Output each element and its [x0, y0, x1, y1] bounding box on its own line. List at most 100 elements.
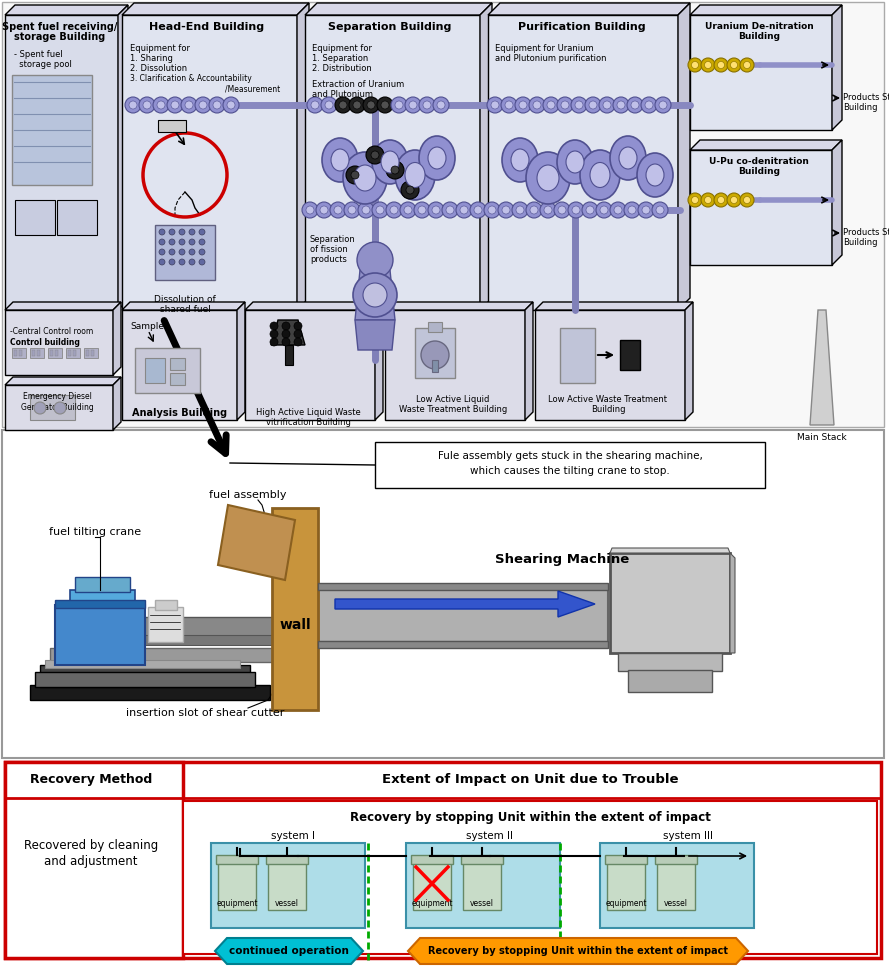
Circle shape	[351, 171, 359, 179]
Circle shape	[655, 97, 671, 113]
Circle shape	[474, 206, 482, 214]
Circle shape	[381, 101, 389, 109]
Circle shape	[143, 101, 151, 109]
Text: fuel tilting crane: fuel tilting crane	[49, 527, 141, 537]
Circle shape	[307, 97, 323, 113]
Circle shape	[171, 101, 179, 109]
Circle shape	[519, 101, 527, 109]
Circle shape	[575, 101, 583, 109]
Polygon shape	[832, 5, 842, 130]
Circle shape	[311, 101, 319, 109]
Circle shape	[405, 97, 421, 113]
Circle shape	[344, 202, 360, 218]
Polygon shape	[272, 508, 318, 710]
Circle shape	[169, 229, 175, 235]
Circle shape	[656, 206, 664, 214]
Bar	[655, 855, 697, 864]
Circle shape	[704, 196, 711, 204]
Circle shape	[159, 239, 165, 245]
Bar	[5, 310, 113, 375]
Circle shape	[652, 202, 668, 218]
Bar	[55, 350, 58, 356]
Circle shape	[540, 202, 556, 218]
Bar	[2, 430, 884, 758]
Circle shape	[456, 202, 472, 218]
Bar	[170, 373, 185, 385]
Polygon shape	[690, 5, 842, 15]
Text: Waste Treatment Building: Waste Treatment Building	[399, 405, 507, 414]
Circle shape	[624, 202, 640, 218]
Bar	[5, 762, 881, 958]
Circle shape	[179, 229, 185, 235]
Bar	[50, 648, 280, 662]
Text: Extraction of Uranium: Extraction of Uranium	[312, 80, 404, 89]
Circle shape	[366, 146, 384, 164]
Bar	[19, 350, 22, 356]
Polygon shape	[297, 3, 309, 310]
Ellipse shape	[511, 149, 529, 171]
Circle shape	[446, 206, 454, 214]
Text: fuel assembly: fuel assembly	[209, 490, 287, 500]
Ellipse shape	[566, 151, 584, 173]
Circle shape	[282, 322, 290, 330]
Ellipse shape	[322, 138, 358, 182]
Circle shape	[377, 97, 393, 113]
Circle shape	[54, 402, 66, 414]
Bar	[30, 685, 270, 700]
Circle shape	[586, 206, 594, 214]
Bar	[155, 225, 215, 280]
Bar	[65, 635, 275, 645]
Text: Analysis Building: Analysis Building	[132, 408, 228, 418]
Polygon shape	[5, 302, 121, 310]
Bar	[268, 862, 306, 910]
Circle shape	[325, 101, 333, 109]
Circle shape	[460, 206, 468, 214]
Text: and Plutonium: and Plutonium	[312, 90, 373, 99]
Circle shape	[404, 206, 412, 214]
Bar	[145, 358, 165, 383]
Text: Equipment for Uranium: Equipment for Uranium	[495, 44, 594, 53]
Text: Shearing Machine: Shearing Machine	[495, 554, 629, 566]
Ellipse shape	[395, 150, 435, 200]
Circle shape	[179, 239, 185, 245]
Circle shape	[159, 229, 165, 235]
Circle shape	[159, 249, 165, 255]
Bar	[91, 350, 94, 356]
Circle shape	[339, 101, 347, 109]
Bar	[406, 843, 560, 928]
Polygon shape	[355, 270, 395, 320]
Polygon shape	[610, 548, 730, 553]
Ellipse shape	[372, 140, 408, 184]
Polygon shape	[685, 302, 693, 420]
Circle shape	[554, 202, 570, 218]
Bar	[170, 358, 185, 370]
Circle shape	[614, 206, 622, 214]
Circle shape	[316, 202, 332, 218]
Bar	[415, 328, 455, 378]
Circle shape	[320, 206, 328, 214]
Bar	[45, 660, 240, 668]
Bar	[68, 350, 71, 356]
Circle shape	[414, 202, 430, 218]
Circle shape	[688, 58, 702, 72]
Text: shared fuel: shared fuel	[159, 305, 211, 314]
Bar	[318, 641, 608, 648]
Bar	[122, 310, 237, 420]
Circle shape	[334, 206, 342, 214]
Polygon shape	[5, 377, 121, 385]
Text: Extent of Impact on Unit due to Trouble: Extent of Impact on Unit due to Trouble	[381, 774, 678, 786]
Text: Spent fuel receiving/: Spent fuel receiving/	[3, 22, 117, 32]
Circle shape	[638, 202, 654, 218]
Circle shape	[740, 193, 754, 207]
Bar	[158, 120, 186, 132]
Bar	[30, 395, 75, 420]
Polygon shape	[215, 938, 363, 964]
Circle shape	[692, 196, 699, 204]
Bar	[375, 442, 765, 488]
Circle shape	[199, 101, 207, 109]
Circle shape	[743, 196, 750, 204]
Bar	[266, 855, 308, 864]
Text: Building: Building	[591, 405, 625, 414]
Bar	[488, 15, 678, 310]
Ellipse shape	[343, 152, 387, 204]
